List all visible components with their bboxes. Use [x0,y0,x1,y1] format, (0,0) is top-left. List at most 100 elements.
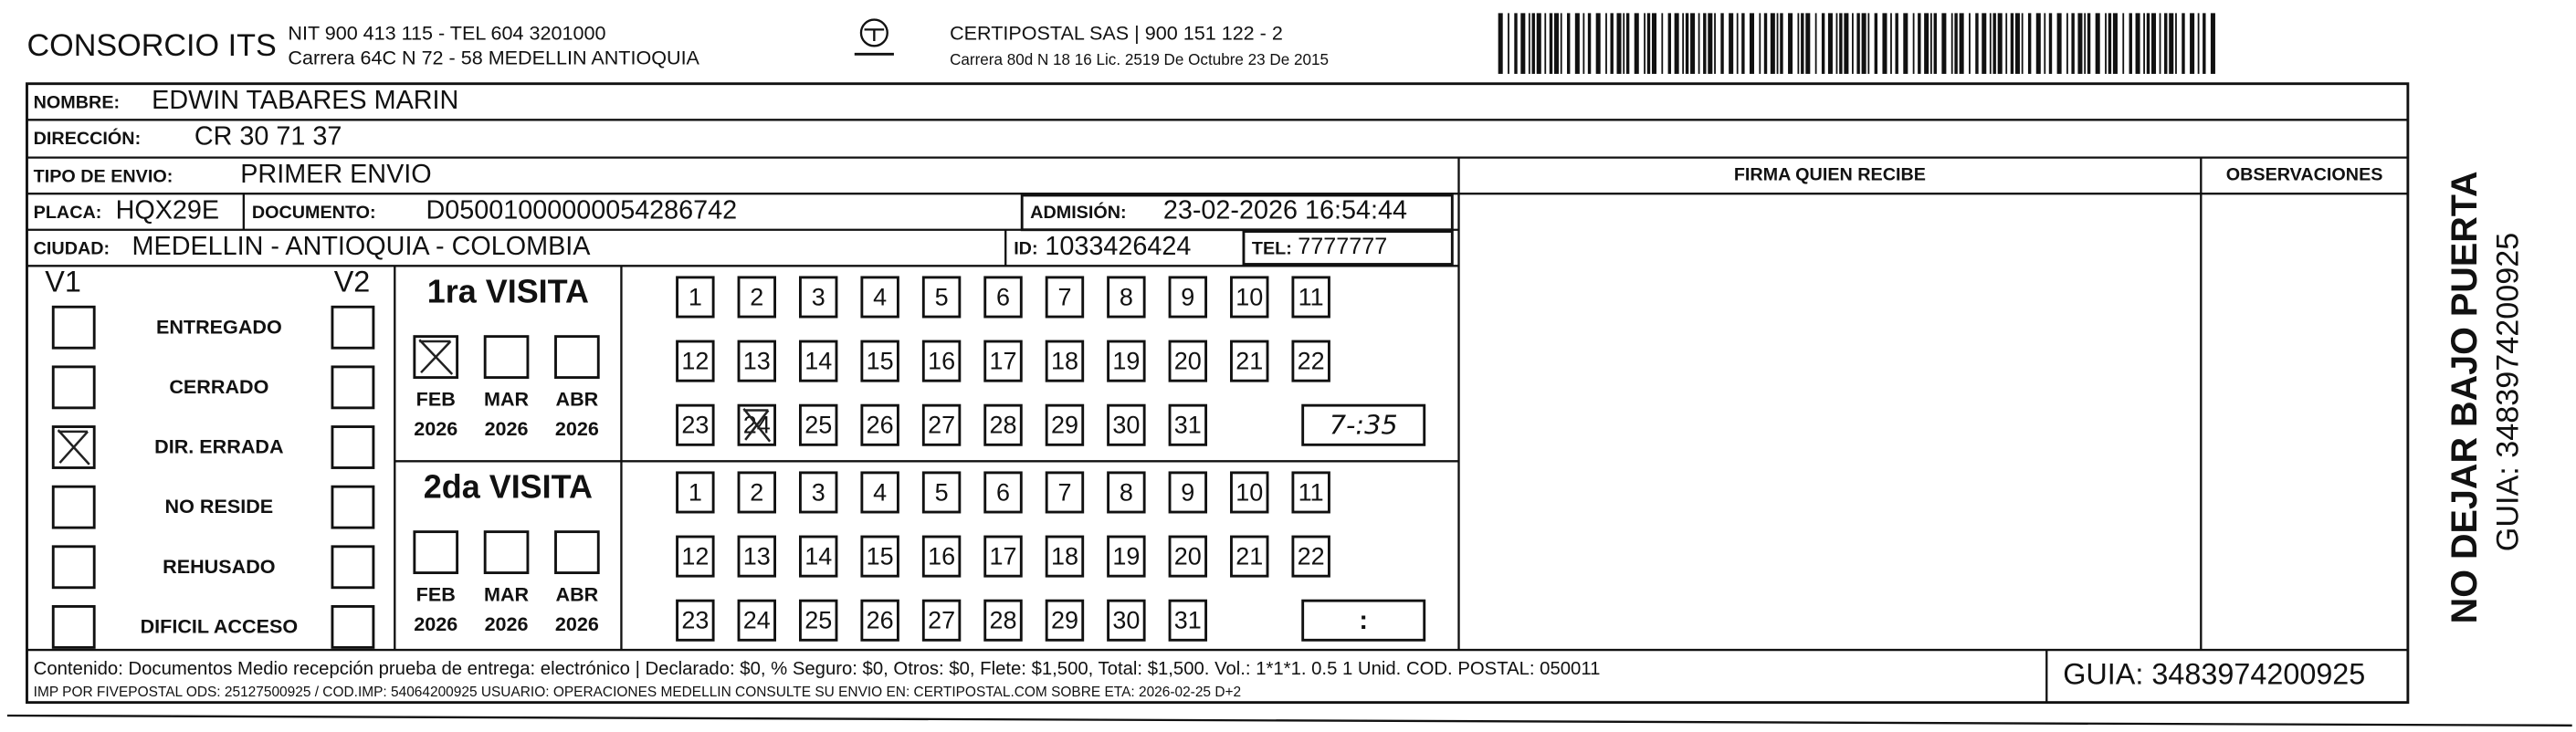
barcode-bar [2021,13,2024,74]
barcode-bar [1805,13,1811,74]
status-option: CERRADO [169,375,268,398]
barcode-bar [1544,13,1547,74]
field-value: 1033426424 [1045,232,1191,261]
barcode-bar [1560,13,1562,74]
barcode-bar [2066,13,2068,74]
barcode-bar [2105,13,2107,74]
day-box [1107,471,1146,514]
barcode-bar [1844,13,1849,74]
barcode-bar [1605,13,1607,74]
day-box [798,276,838,319]
v2-checkbox [331,425,375,469]
field-value: HQX29E [116,196,220,225]
form-lines [6,82,2572,727]
barcode-bar [1698,13,1700,74]
day-box [983,276,1023,319]
month-box [413,530,459,575]
barcode-bar [1924,13,1929,74]
field-label: ADMISIÓN: [1030,201,1126,223]
day-box [676,403,715,446]
barcode-bar [1625,13,1630,74]
month-label: FEB [416,582,456,605]
visit-title: 2da VISITA [424,467,593,505]
day-box [1107,535,1146,578]
barcode-bar [2108,13,2112,74]
day-number: 5 [935,283,949,310]
day-number: 12 [681,543,709,570]
day-box [983,599,1023,642]
barcode-bar [1714,13,1716,74]
v2-header: V2 [334,266,371,298]
barcode-bar [1933,13,1937,74]
month-year: 2026 [555,417,599,440]
month-year: 2026 [485,612,529,635]
day-number: 3 [812,283,825,310]
v2-checkbox [331,365,375,410]
day-number: 26 [867,607,894,634]
barcode-bar [2071,13,2075,74]
month-year: 2026 [414,612,457,635]
carrier-address: Carrera 80d N 18 16 Lic. 2519 De Octubre… [950,51,1329,68]
day-number: 29 [1051,607,1078,634]
barcode-bar [1682,13,1685,74]
day-number: 30 [1112,607,1140,634]
day-box [860,471,899,514]
day-box [921,276,962,319]
day-box [983,340,1023,382]
field-label: DIRECCIÓN: [34,127,142,149]
day-number: 28 [990,607,1017,634]
barcode-bar [1797,13,1800,74]
month-box [483,530,530,575]
day-box [1291,340,1330,382]
day-box [737,340,776,382]
barcode-bar [1882,13,1887,74]
v2-checkbox [331,545,375,590]
day-box [1045,599,1085,642]
barcode-bar [1992,13,1996,74]
day-box [1168,599,1208,642]
day-number: 8 [1120,283,1133,310]
barcode-bar [2005,13,2008,74]
field-label: ID: [1014,239,1037,259]
day-box [1291,276,1330,319]
day-box [737,599,776,642]
day-box [1045,535,1085,578]
barcode-bar [2159,13,2161,74]
day-number: 9 [1181,478,1194,506]
day-number: 14 [804,543,832,570]
month-label: ABR [556,582,599,605]
v1-checkbox [51,365,96,410]
signature-header: FIRMA QUIEN RECIBE [1734,165,1926,185]
day-number: 19 [1112,348,1140,375]
day-box [676,471,715,514]
side-guide: GUIA: 3483974200925 [2490,233,2525,551]
barcode-bar [1661,13,1664,74]
barcode-bar [1770,13,1775,74]
day-number: 8 [1120,478,1133,506]
month-box [554,335,600,380]
barcode-bar [1610,13,1614,74]
barcode-bar [1895,13,1898,74]
day-box [921,471,962,514]
footer-print: IMP POR FIVEPOSTAL ODS: 25127500925 / CO… [34,685,1241,700]
barcode-bar [2095,13,2100,74]
day-number: 1 [689,283,702,310]
day-box [737,403,776,446]
barcode-bar [1708,13,1713,74]
barcode-bar [1549,13,1553,74]
company: CONSORCIO ITS [26,28,276,63]
field-value: MEDELLIN - ANTIOQUIA - COLOMBIA [132,232,592,261]
day-number: 22 [1298,348,1325,375]
field-label: NOMBRE: [34,93,120,113]
day-box [798,535,838,578]
day-number: 4 [873,283,887,310]
barcode-bar [1690,13,1696,74]
day-number: 5 [935,478,949,506]
barcode-bar [1741,13,1745,74]
barcode-bar [1736,13,1739,74]
month-box [413,335,459,380]
day-number: 31 [1174,412,1202,439]
day-box [860,276,899,319]
day-number: 22 [1298,543,1325,570]
